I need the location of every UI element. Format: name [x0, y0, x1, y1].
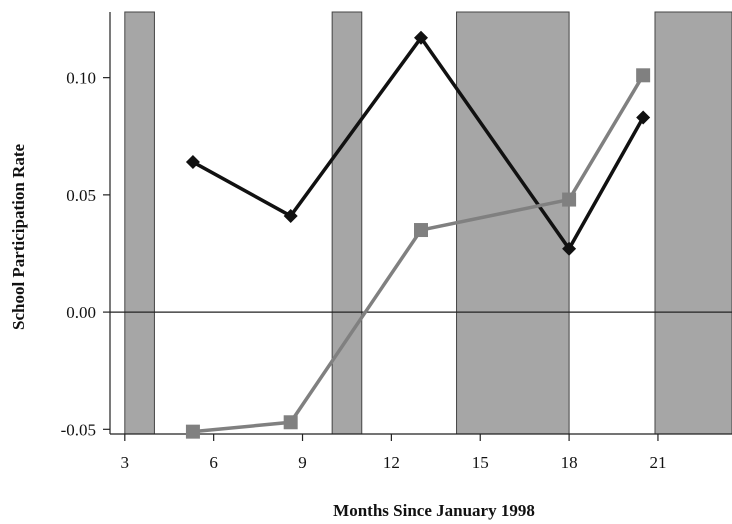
shaded-period-1 — [125, 12, 155, 434]
series-2-point — [562, 193, 576, 207]
x-tick-label: 12 — [383, 453, 400, 472]
x-tick-label: 9 — [298, 453, 307, 472]
series-1-point — [636, 111, 650, 125]
series-1-line — [193, 38, 643, 249]
series — [186, 31, 650, 439]
series-2-line — [193, 75, 643, 431]
series-2-point — [284, 415, 298, 429]
shaded-period-2 — [332, 12, 362, 434]
x-tick-label: 3 — [121, 453, 130, 472]
x-tick-label: 15 — [472, 453, 489, 472]
shaded-period-4 — [655, 12, 732, 434]
series-2-point — [414, 223, 428, 237]
y-axis-title: School Participation Rate — [9, 144, 28, 330]
y-tick-label: 0.10 — [66, 69, 96, 88]
x-tick-label: 18 — [561, 453, 578, 472]
y-tick-label: 0.00 — [66, 303, 96, 322]
x-tick-label: 21 — [649, 453, 666, 472]
x-axis-title: Months Since January 1998 — [333, 501, 535, 520]
y-tick-label: -0.05 — [61, 420, 96, 439]
series-2-point — [636, 68, 650, 82]
x-tick-label: 6 — [209, 453, 218, 472]
y-tick-label: 0.05 — [66, 186, 96, 205]
series-2-point — [186, 425, 200, 439]
series-1-point — [186, 155, 200, 169]
